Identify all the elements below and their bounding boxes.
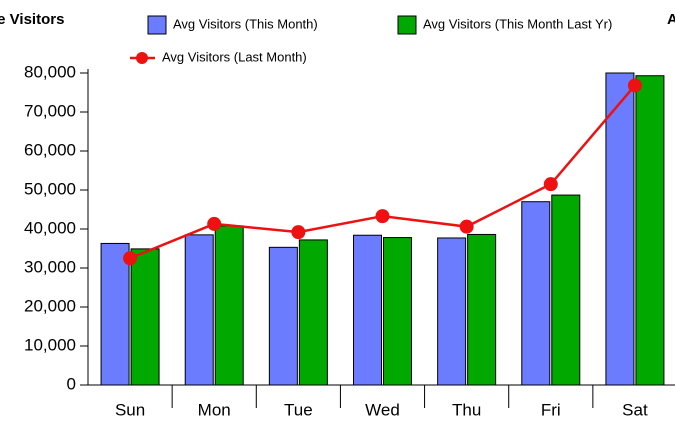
line-marker: [123, 251, 138, 266]
bar: [298, 239, 328, 386]
legend-swatch: [397, 15, 417, 35]
x-tick-label: Thu: [452, 400, 481, 419]
bar: [214, 225, 244, 386]
bar: [605, 72, 635, 386]
line-marker: [207, 216, 222, 231]
y-tick-label: 10,000: [24, 335, 76, 354]
legend-label: Avg Visitors (Last Month): [162, 49, 307, 64]
line-marker: [375, 209, 390, 224]
bar: [551, 194, 581, 386]
x-tick-label: Tue: [284, 400, 313, 419]
line-marker: [627, 78, 642, 93]
bar: [467, 233, 497, 386]
x-tick-label: Fri: [541, 400, 561, 419]
chart-title: ge Visitors: [0, 11, 64, 28]
bar: [130, 248, 160, 386]
y-tick-label: 80,000: [24, 62, 76, 81]
line-marker: [543, 177, 558, 192]
y-tick-label: 50,000: [24, 179, 76, 198]
bar: [437, 237, 467, 386]
x-tick-label: Mon: [198, 400, 231, 419]
bar: [353, 234, 382, 386]
bar: [521, 201, 551, 386]
y-tick-label: 70,000: [24, 101, 76, 120]
legend-swatch: [136, 52, 148, 64]
bar: [268, 246, 298, 386]
line-marker: [459, 219, 474, 234]
bar: [383, 237, 412, 386]
x-tick-label: Sat: [622, 400, 648, 419]
y-tick-label: 0: [67, 374, 76, 393]
legend-label: Avg Visitors (This Month Last Yr): [423, 16, 612, 31]
y-tick-label: 60,000: [24, 140, 76, 159]
bar: [184, 234, 214, 386]
annotation: A: [667, 11, 675, 28]
bar: [635, 75, 665, 386]
y-tick-label: 40,000: [24, 218, 76, 237]
legend-swatch: [147, 15, 167, 35]
bar: [100, 242, 130, 386]
x-tick-label: Wed: [365, 400, 400, 419]
line-marker: [291, 225, 306, 240]
y-tick-label: 30,000: [24, 257, 76, 276]
x-tick-label: Sun: [115, 400, 145, 419]
y-tick-label: 20,000: [24, 296, 76, 315]
legend-label: Avg Visitors (This Month): [173, 16, 318, 31]
